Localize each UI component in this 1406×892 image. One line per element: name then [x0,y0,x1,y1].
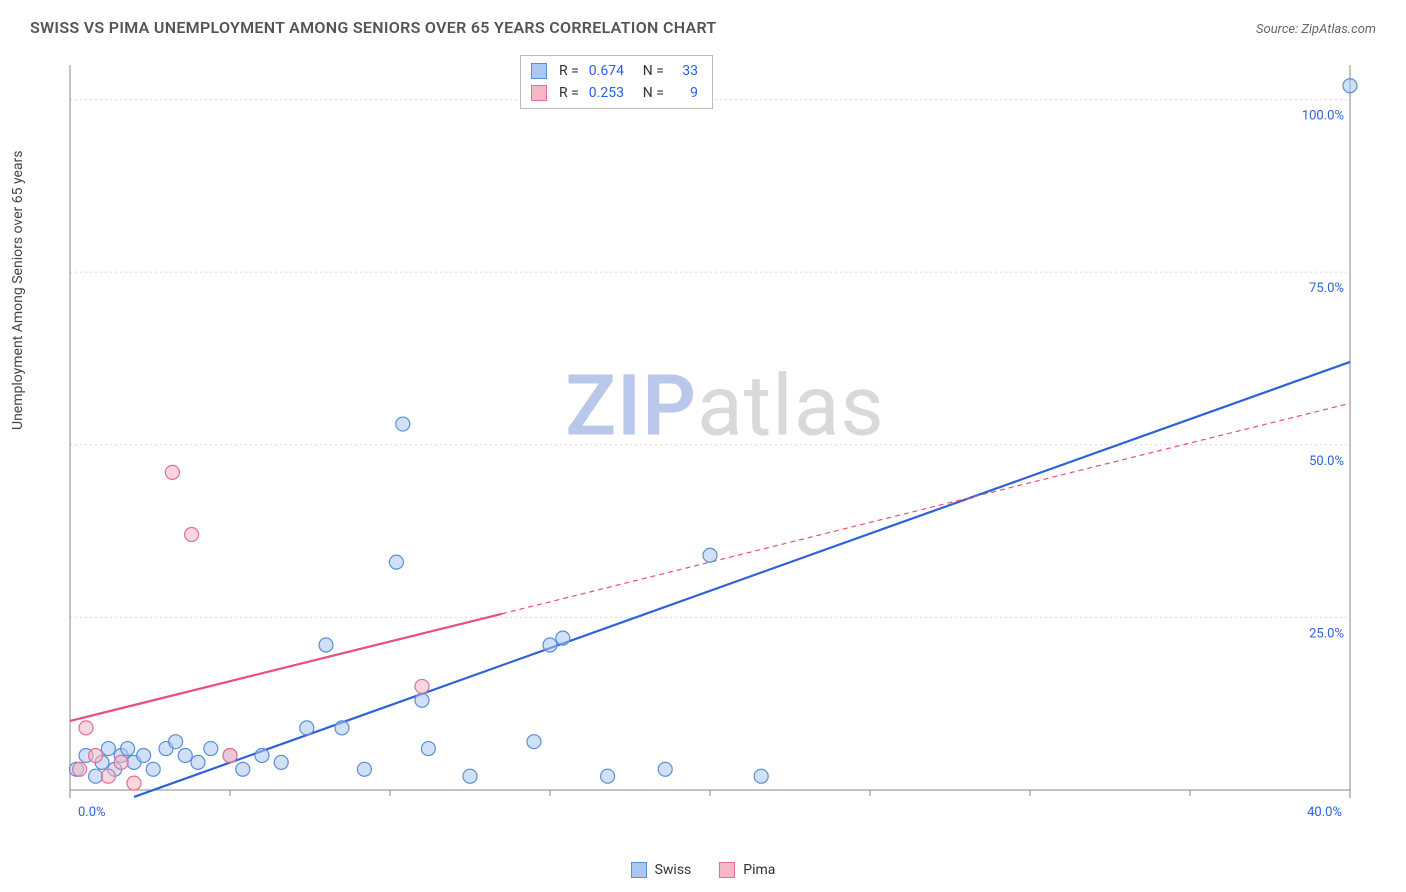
swatch-pima [719,862,735,878]
legend-label-swiss: Swiss [655,862,692,878]
svg-text:75.0%: 75.0% [1309,281,1344,296]
legend-item-pima: Pima [719,862,775,878]
legend-row: R =0.253N =9 [531,82,698,104]
legend-label-pima: Pima [743,862,775,878]
chart-area: 25.0%50.0%75.0%100.0%0.0%40.0% ZIPatlas [60,50,1390,840]
chart-title: SWISS VS PIMA UNEMPLOYMENT AMONG SENIORS… [30,18,717,37]
legend-correlation: R =0.674N =33R =0.253N =9 [520,55,713,109]
y-axis-label: Unemployment Among Seniors over 65 years [10,151,26,431]
legend-bottom: Swiss Pima [0,862,1406,878]
svg-text:50.0%: 50.0% [1309,454,1344,469]
swatch-swiss [631,862,647,878]
legend-item-swiss: Swiss [631,862,692,878]
legend-row: R =0.674N =33 [531,60,698,82]
source-label: Source: ZipAtlas.com [1256,22,1376,37]
svg-text:0.0%: 0.0% [78,805,106,820]
svg-text:100.0%: 100.0% [1302,109,1344,124]
svg-text:40.0%: 40.0% [1307,805,1342,820]
scatter-plot-svg: 25.0% 50.0% 75.0% 100.0% 0.0% 40.0% [60,50,1390,840]
svg-text:25.0%: 25.0% [1309,626,1344,641]
